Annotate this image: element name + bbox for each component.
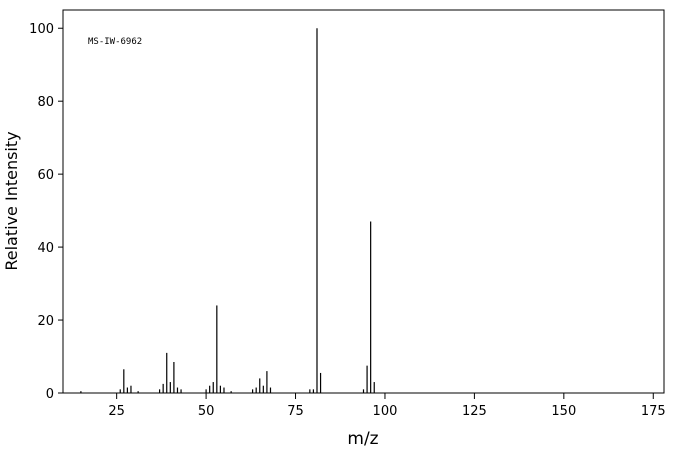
- y-tick-label: 80: [37, 95, 54, 110]
- y-tick-label: 60: [37, 168, 54, 183]
- x-tick-label: 25: [108, 404, 125, 419]
- x-tick-label: 125: [462, 404, 487, 419]
- x-tick-label: 50: [198, 404, 215, 419]
- annotation: MS-IW-6962: [88, 37, 142, 47]
- x-tick-label: 150: [551, 404, 576, 419]
- x-tick-label: 75: [287, 404, 304, 419]
- plot-frame: [62, 9, 665, 394]
- y-tick-label: 100: [29, 22, 54, 37]
- y-tick-label: 20: [37, 314, 54, 329]
- x-axis-label: m/z: [347, 429, 378, 449]
- y-tick-label: 40: [37, 241, 54, 256]
- y-axis-label: Relative Intensity: [2, 131, 21, 270]
- y-tick-label: 0: [46, 387, 54, 402]
- x-tick-label: 100: [373, 404, 398, 419]
- x-tick-label: 175: [641, 404, 666, 419]
